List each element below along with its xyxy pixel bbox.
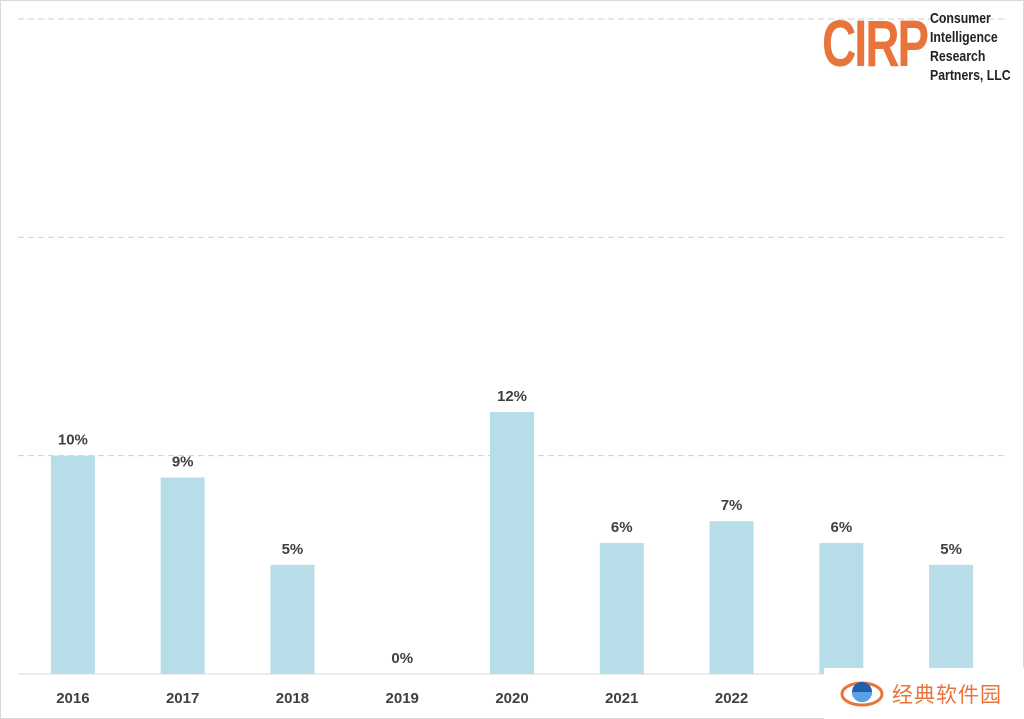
logo-line: Intelligence bbox=[930, 29, 998, 46]
value-label-2021: 6% bbox=[611, 519, 633, 536]
logo-line: Research bbox=[930, 48, 986, 65]
watermark-text: 经典软件园 bbox=[892, 682, 1002, 707]
value-label-2016: 10% bbox=[58, 432, 88, 449]
value-label-2019: 0% bbox=[391, 650, 413, 667]
x-tick-2016: 2016 bbox=[56, 690, 89, 707]
bar-2024 bbox=[929, 564, 974, 674]
bar-2022 bbox=[709, 521, 754, 674]
logo-line: Partners, LLC bbox=[930, 67, 1011, 84]
value-label-2024: 5% bbox=[940, 541, 962, 558]
logo-company-name: Consumer Intelligence Research Partners,… bbox=[930, 9, 1011, 85]
x-tick-2017: 2017 bbox=[166, 690, 199, 707]
x-tick-2022: 2022 bbox=[715, 690, 748, 707]
bar-2020 bbox=[490, 412, 534, 674]
bar-2018 bbox=[270, 564, 315, 674]
value-label-2023: 6% bbox=[830, 519, 852, 536]
bar-2023 bbox=[819, 543, 864, 674]
bars bbox=[50, 412, 974, 674]
logo-line: Consumer bbox=[930, 10, 991, 27]
value-label-2020: 12% bbox=[497, 388, 527, 405]
x-tick-2020: 2020 bbox=[495, 690, 528, 707]
x-tick-2021: 2021 bbox=[605, 690, 638, 707]
value-labels: 10% 9% 5% 0% 12% 6% 7% 6% 5% bbox=[58, 388, 962, 667]
value-label-2017: 9% bbox=[172, 454, 194, 471]
bar-2021 bbox=[599, 543, 644, 674]
bar-2017 bbox=[160, 477, 205, 674]
x-tick-2018: 2018 bbox=[276, 690, 309, 707]
watermark: 经典软件园 bbox=[824, 668, 1024, 719]
globe-icon bbox=[840, 681, 884, 706]
value-label-2022: 7% bbox=[721, 497, 743, 514]
cirp-logo: CIRP Consumer Intelligence Research Part… bbox=[822, 6, 1018, 84]
bar-2016 bbox=[50, 455, 95, 674]
value-label-2018: 5% bbox=[282, 541, 304, 558]
x-tick-2019: 2019 bbox=[386, 690, 419, 707]
logo-mark: CIRP bbox=[822, 6, 929, 80]
